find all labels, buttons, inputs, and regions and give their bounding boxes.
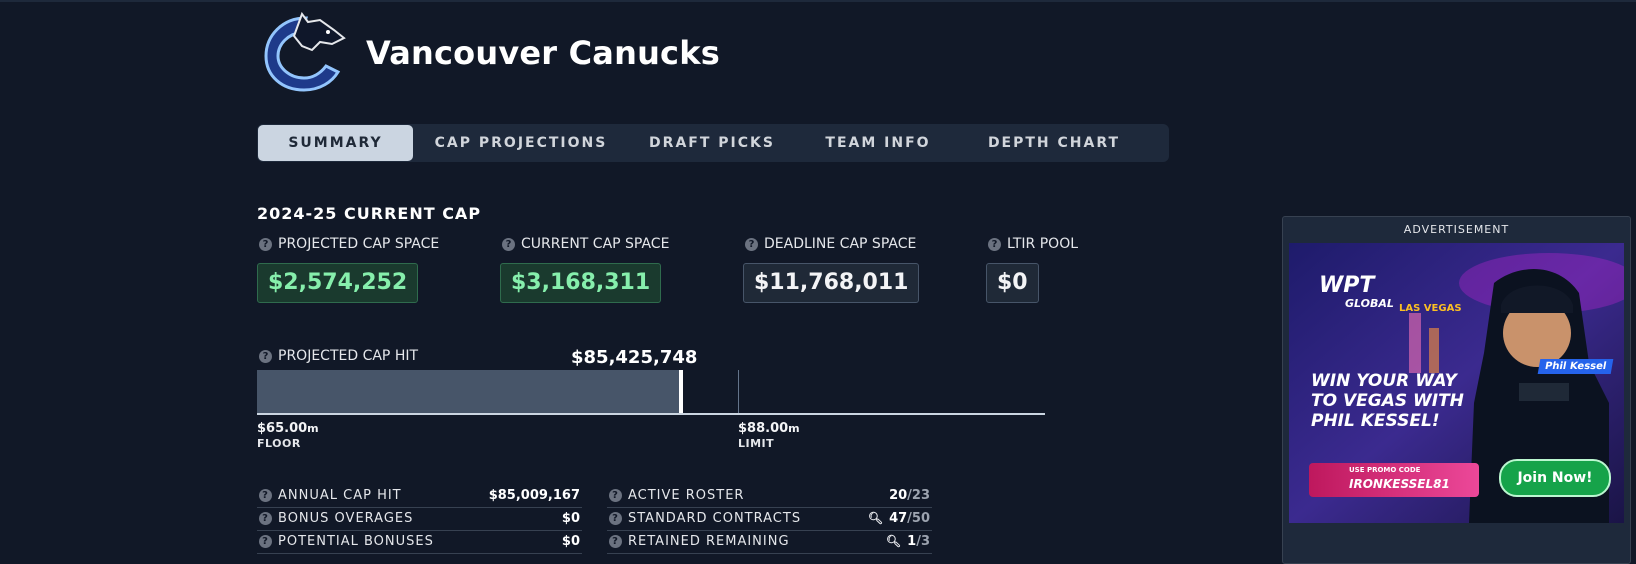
- team-name: Vancouver Canucks: [366, 34, 720, 72]
- tab-summary[interactable]: SUMMARY: [258, 125, 413, 161]
- ad-vegas-sign: LAS VEGAS: [1399, 303, 1462, 314]
- help-icon[interactable]: ?: [259, 489, 272, 502]
- ad-promo-caption: USE PROMO CODE: [1349, 466, 1421, 474]
- help-icon[interactable]: ?: [609, 535, 622, 548]
- projected-cap-space-label: ? PROJECTED CAP SPACE: [259, 236, 439, 252]
- top-divider: [0, 0, 1636, 2]
- tab-team-info[interactable]: TEAM INFO: [825, 135, 931, 151]
- tab-depth-chart[interactable]: DEPTH CHART: [987, 135, 1121, 151]
- stat-row-potential-bonuses: ? POTENTIAL BONUSES $0: [257, 531, 582, 554]
- help-icon[interactable]: ?: [609, 512, 622, 525]
- help-icon[interactable]: ?: [259, 349, 272, 363]
- section-title: 2024-25 CURRENT CAP: [257, 204, 482, 223]
- magnifier-icon[interactable]: 🔍︎: [885, 534, 902, 548]
- help-icon[interactable]: ?: [259, 512, 272, 525]
- ad-headline: WIN YOUR WAY TO VEGAS WITH PHIL KESSEL!: [1311, 371, 1464, 431]
- team-logo-icon: [264, 11, 346, 92]
- help-icon[interactable]: ?: [502, 237, 515, 251]
- projected-cap-space-value: $2,574,252: [257, 263, 419, 303]
- cap-hit-marker: [679, 370, 683, 413]
- current-cap-space-value: $3,168,311: [500, 263, 662, 303]
- projected-cap-hit-value: $85,425,748: [571, 347, 698, 368]
- limit-value: $88.00m: [738, 421, 800, 436]
- deadline-cap-space-value: $11,768,011: [743, 263, 920, 303]
- floor-label: FLOOR: [257, 437, 301, 450]
- tab-cap-projections[interactable]: CAP PROJECTIONS: [434, 135, 608, 151]
- ad-brand: WPT: [1319, 273, 1375, 298]
- cap-hit-bar-fill: [257, 370, 681, 413]
- current-cap-space-label: ? CURRENT CAP SPACE: [502, 236, 669, 252]
- ad-join-button[interactable]: Join Now!: [1499, 459, 1611, 497]
- tab-bar: SUMMARY CAP PROJECTIONS DRAFT PICKS TEAM…: [257, 124, 1169, 162]
- stat-row-bonus-overages: ? BONUS OVERAGES $0: [257, 508, 582, 531]
- ad-brand-sub: GLOBAL: [1345, 297, 1394, 310]
- cap-bar-baseline: [257, 413, 1045, 415]
- ad-promo-code: IRONKESSEL81: [1349, 477, 1450, 491]
- help-icon[interactable]: ?: [259, 535, 272, 548]
- ltir-pool-value: $0: [986, 263, 1039, 303]
- floor-value: $65.00m: [257, 421, 319, 436]
- help-icon[interactable]: ?: [745, 237, 758, 251]
- help-icon[interactable]: ?: [259, 237, 272, 251]
- ad-promo-ticket: [1309, 463, 1479, 497]
- help-icon[interactable]: ?: [988, 237, 1001, 251]
- cap-limit-tick: [738, 370, 739, 413]
- ad-banner[interactable]: WPT GLOBAL LAS VEGAS Phil Kessel WIN YOU…: [1289, 243, 1624, 523]
- deadline-cap-space-label: ? DEADLINE CAP SPACE: [745, 236, 916, 252]
- advertisement-panel: ADVERTISEMENT WPT GLOBAL LAS VEGAS Phil …: [1282, 216, 1631, 564]
- advertisement-label: ADVERTISEMENT: [1403, 223, 1510, 236]
- ltir-pool-label: ? LTIR POOL: [988, 236, 1078, 252]
- projected-cap-hit-label: ? PROJECTED CAP HIT: [259, 348, 418, 364]
- magnifier-icon[interactable]: 🔍︎: [867, 511, 884, 525]
- stat-row-active-roster: ? ACTIVE ROSTER 20/23: [607, 485, 932, 508]
- tab-draft-picks[interactable]: DRAFT PICKS: [649, 135, 775, 151]
- stat-row-retained-remaining: ? RETAINED REMAINING 🔍︎ 1/3: [607, 531, 932, 554]
- ad-name-tag: Phil Kessel: [1537, 359, 1614, 374]
- stat-row-standard-contracts: ? STANDARD CONTRACTS 🔍︎ 47/50: [607, 508, 932, 531]
- help-icon[interactable]: ?: [609, 489, 622, 502]
- stat-row-annual-cap-hit: ? ANNUAL CAP HIT $85,009,167: [257, 485, 582, 508]
- limit-label: LIMIT: [738, 437, 775, 450]
